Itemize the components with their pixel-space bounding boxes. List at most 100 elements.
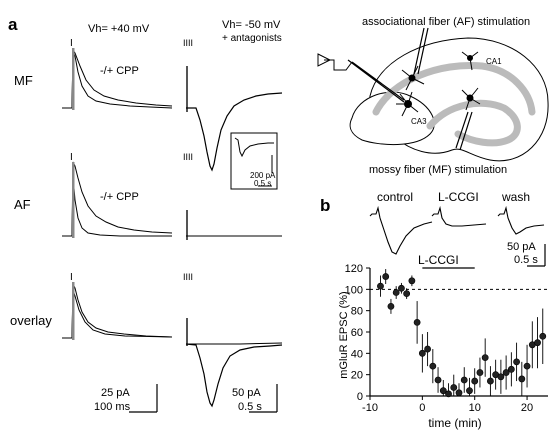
left-holding-potential: Vh= +40 mV [88, 23, 150, 35]
overlay-right-traces [185, 318, 283, 408]
data-point-17 [466, 387, 473, 395]
left-scale-y-label: 25 pA [101, 387, 130, 399]
data-point-10 [429, 362, 437, 370]
y-tick-label-3: 60 [351, 327, 363, 339]
x-tick-label-2: 10 [469, 402, 481, 414]
inset-trace [234, 137, 274, 158]
neuron-ca3-soma [404, 100, 412, 108]
data-point-7 [413, 318, 421, 326]
inset-scale-x-label: 0.5 s [254, 179, 271, 188]
mf-trace-control [62, 48, 173, 109]
data-point-2 [387, 302, 395, 310]
data-point-24 [502, 369, 510, 376]
data-point-28 [523, 362, 531, 370]
trace-label-wash: wash [501, 190, 530, 204]
recording-electrode [347, 59, 405, 103]
panel-b-scale-x-label: 0.5 s [514, 254, 538, 266]
mf-right-artifact [186, 66, 188, 112]
af-cpp-label: -/+ CPP [100, 191, 139, 203]
data-point-3 [392, 289, 400, 296]
data-point-30 [534, 339, 541, 347]
data-point-5 [403, 290, 411, 297]
drug-application-label: L-CCGI [418, 253, 459, 267]
y-tick-label-0: 0 [357, 391, 363, 403]
data-point-6 [408, 277, 416, 285]
neuron-af-soma [408, 74, 416, 82]
panel-b-letter: b [320, 196, 330, 215]
y-tick-label-2: 40 [351, 348, 363, 360]
data-point-11 [434, 376, 442, 384]
stim-mark-mf-right: IIII [183, 38, 193, 48]
data-point-19 [476, 369, 484, 376]
trace-label-control: control [377, 190, 413, 204]
y-tick-label-4: 80 [351, 306, 363, 318]
x-tick-label-1: 0 [419, 402, 425, 414]
wash-example-trace [497, 205, 545, 235]
x-tick-label-3: 20 [521, 402, 533, 414]
mf-stimulation-label: mossy fiber (MF) stimulation [369, 164, 507, 176]
overlay-stim-artifact [72, 282, 75, 340]
neuron-ca3 [396, 91, 419, 117]
inset-box: 200 pA 0.5 s [230, 132, 278, 190]
right-antagonists-label: + antagonists [222, 33, 282, 44]
af-stimulation-label: associational fiber (AF) stimulation [362, 16, 530, 28]
data-point-9 [424, 345, 431, 353]
mf-cpp-label: -/+ CPP [100, 65, 139, 77]
data-point-1 [382, 273, 390, 280]
overlay-mf-epsc [185, 343, 283, 408]
hippocampus-diagram [317, 27, 549, 162]
data-point-12 [439, 387, 447, 395]
electrode-wire [324, 59, 353, 71]
stim-mark-overlay-left: I [70, 272, 73, 283]
y-tick-label-1: 20 [351, 370, 363, 382]
data-point-15 [455, 389, 463, 397]
neuron-ca1-soma [467, 55, 473, 61]
data-point-16 [460, 376, 468, 384]
ca1-label: CA1 [486, 57, 502, 66]
data-point-13 [445, 390, 452, 398]
left-scale-x-label: 100 ms [94, 401, 131, 413]
stim-mark-overlay-right: IIII [183, 272, 193, 282]
mf-stim-electrode [455, 111, 473, 151]
overlay-right-artifact [186, 318, 188, 346]
mf-left-traces [62, 48, 173, 110]
data-point-26 [513, 358, 520, 366]
overlay-af-flat [186, 342, 283, 345]
panel-b-scale-y-label: 50 pA [507, 241, 536, 253]
trace-label-lccgi: L-CCGI [438, 190, 479, 204]
x-tick-label-0: -10 [362, 402, 378, 414]
mf-mglur-epsc [186, 92, 283, 172]
overlay-left-traces [62, 282, 173, 340]
af-right-artifact [186, 210, 188, 240]
left-scale-bar: 25 pA 100 ms [94, 384, 158, 413]
y-tick-label-5: 100 [345, 284, 363, 296]
row-label-mf: MF [14, 73, 33, 88]
lccgi-example-trace [431, 205, 487, 227]
neuron-dg [461, 87, 481, 111]
neuron-dg-soma [466, 94, 474, 102]
data-point-27 [518, 375, 526, 383]
data-point-8 [418, 349, 426, 357]
mf-stim-artifact [72, 48, 75, 110]
control-example-trace [369, 205, 433, 255]
row-label-af: AF [14, 197, 31, 212]
overlay-trace-af [62, 283, 173, 339]
ca-cell-layer-band [372, 61, 536, 116]
data-point-14 [450, 384, 458, 391]
af-stim-artifact [72, 162, 75, 238]
data-point-18 [471, 377, 479, 385]
right-holding-potential: Vh= -50 mV [222, 19, 281, 31]
data-point-21 [487, 377, 494, 385]
dentate-gyrus-band [426, 99, 521, 147]
y-axis-title: mGluR EPSC (%) [338, 291, 350, 378]
right-scale-bar: 50 pA 0.5 s [232, 384, 278, 413]
overlay-trace-mf [62, 289, 173, 339]
data-point-20 [481, 354, 489, 361]
af-stim-electrode [413, 27, 429, 75]
y-tick-label-6: 120 [345, 263, 363, 275]
data-point-31 [539, 332, 547, 340]
inset-scale-y-label: 200 pA [250, 171, 276, 180]
